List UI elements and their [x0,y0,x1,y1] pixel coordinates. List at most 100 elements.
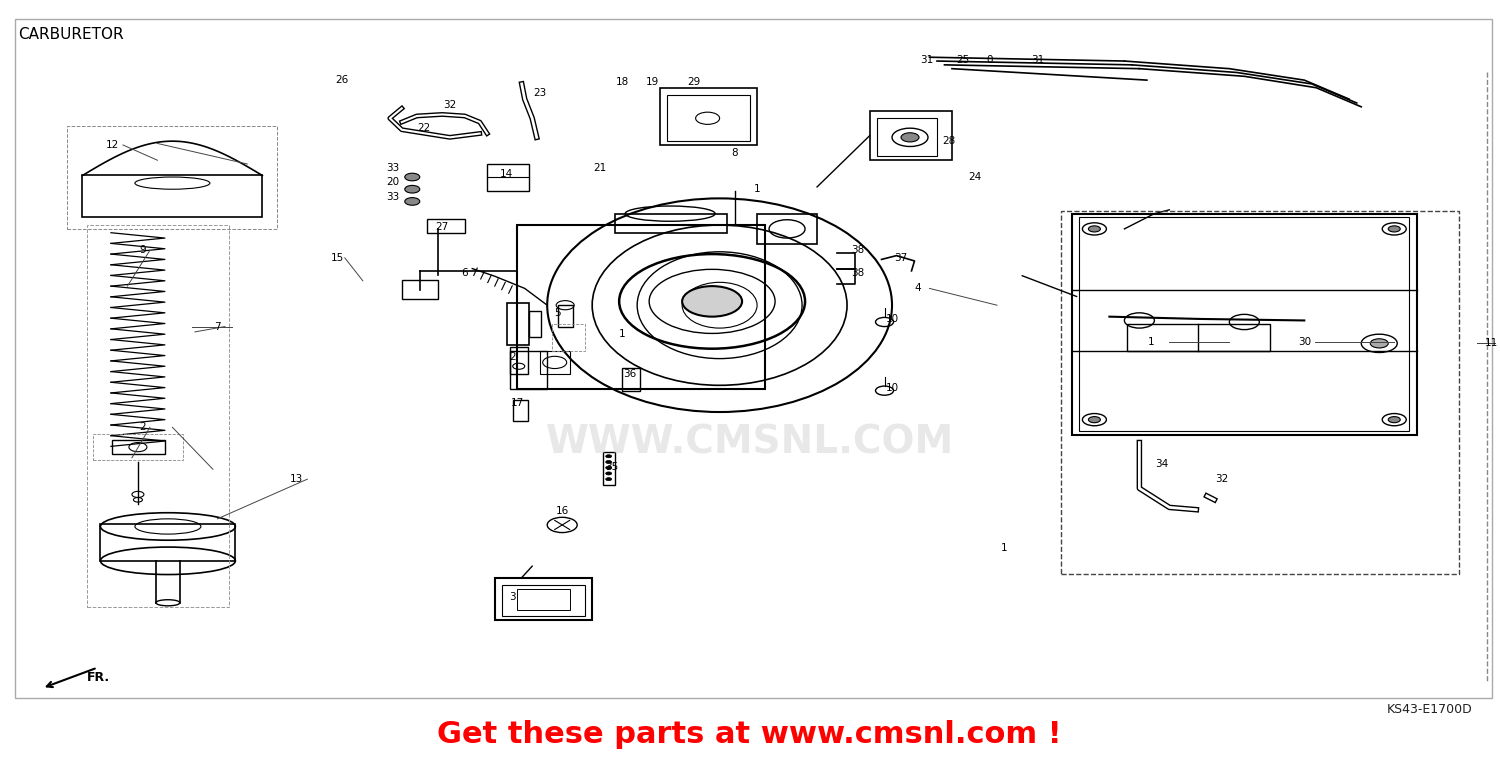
Bar [112,440,165,454]
Bar [870,111,952,160]
Text: 3: 3 [510,591,516,602]
Text: 1: 1 [754,184,760,195]
Circle shape [606,461,612,464]
Bar [1072,214,1416,435]
Text: 15: 15 [330,253,344,263]
Text: CARBURETOR: CARBURETOR [18,27,123,42]
Text: 10: 10 [885,382,898,393]
Circle shape [606,478,612,481]
Text: 4: 4 [914,283,921,294]
Circle shape [682,286,742,317]
Bar [488,164,530,191]
Bar [82,175,262,217]
Text: 2: 2 [510,352,516,362]
Bar [1128,324,1270,351]
Text: 38: 38 [850,245,864,256]
Text: 31: 31 [920,54,933,65]
Text: 1: 1 [1148,336,1155,347]
Text: 27: 27 [435,222,448,233]
Circle shape [1089,226,1101,232]
Circle shape [606,466,612,469]
Text: 9: 9 [140,245,146,256]
Text: 20: 20 [386,176,399,187]
Bar [1062,211,1458,574]
Bar [15,19,1491,698]
Text: 16: 16 [555,506,568,517]
Circle shape [405,173,420,181]
Circle shape [405,185,420,193]
Text: KS43-E1700D: KS43-E1700D [1386,703,1473,716]
Circle shape [606,472,612,475]
Circle shape [405,198,420,205]
Text: 36: 36 [622,369,636,379]
Bar [100,524,236,561]
Bar [1080,217,1408,431]
Bar [427,219,465,233]
Text: 26: 26 [334,75,348,85]
Text: 2: 2 [140,422,146,433]
Text: 6: 6 [462,268,468,278]
Circle shape [902,133,920,142]
Bar [530,311,542,337]
Text: WWW.CMSNL.COM: WWW.CMSNL.COM [546,423,954,462]
Bar [510,347,528,374]
Bar [518,225,765,389]
Text: 32: 32 [1215,474,1228,485]
Text: 25: 25 [956,54,969,65]
Bar [603,452,615,485]
Text: 37: 37 [894,253,908,263]
Bar [540,351,570,374]
Bar [503,585,585,616]
Text: 14: 14 [500,169,513,179]
Text: FR.: FR. [87,671,109,684]
Text: 22: 22 [417,123,430,134]
Circle shape [1089,417,1101,423]
Text: 5: 5 [555,307,561,318]
Text: Get these parts at www.cmsnl.com !: Get these parts at www.cmsnl.com ! [438,720,1062,749]
Text: 23: 23 [532,88,546,98]
Text: 33: 33 [386,163,399,173]
Text: 19: 19 [645,76,658,87]
Bar [402,280,438,299]
Text: 24: 24 [968,172,981,182]
Bar [758,214,818,244]
Text: 28: 28 [942,136,956,146]
Circle shape [1371,339,1388,348]
Text: 8: 8 [732,147,738,158]
Text: 31: 31 [1030,54,1044,65]
Text: 34: 34 [1155,459,1168,469]
Text: 33: 33 [386,192,399,202]
Text: 17: 17 [510,398,524,408]
Circle shape [1388,417,1400,423]
Bar [87,225,230,607]
Text: 29: 29 [687,76,700,87]
Bar [668,95,750,141]
Text: 1: 1 [1000,542,1008,553]
Bar [68,126,278,229]
Text: 12: 12 [106,140,118,150]
Bar [558,305,573,327]
Text: 32: 32 [442,100,456,111]
Bar [518,589,570,610]
Text: 13: 13 [290,474,303,485]
Text: 38: 38 [850,268,864,278]
Bar [552,324,585,351]
Bar [507,303,530,345]
Bar [615,214,728,233]
Bar [660,88,758,145]
Text: 18: 18 [615,76,628,87]
Text: 7: 7 [214,321,220,332]
Text: 30: 30 [1298,336,1311,347]
Bar [510,351,548,389]
Bar [93,434,183,460]
Circle shape [1388,226,1400,232]
Bar [622,368,640,391]
Bar [513,400,528,421]
Text: 11: 11 [1485,338,1498,349]
Text: 35: 35 [604,462,618,472]
Text: 1: 1 [620,329,626,340]
Text: 0: 0 [986,54,993,65]
Text: 10: 10 [885,314,898,324]
Circle shape [606,455,612,458]
Bar [495,578,592,620]
